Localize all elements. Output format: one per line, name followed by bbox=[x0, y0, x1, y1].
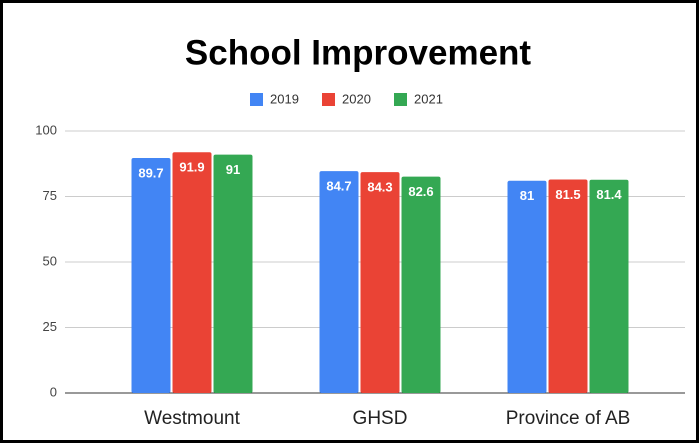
y-tick-label: 50 bbox=[43, 253, 57, 268]
bar bbox=[401, 176, 441, 393]
legend-swatch bbox=[322, 93, 335, 106]
value-label: 91.9 bbox=[179, 160, 204, 175]
bar bbox=[507, 180, 547, 393]
value-label: 89.7 bbox=[138, 165, 163, 180]
x-tick-label: GHSD bbox=[353, 408, 408, 429]
bar bbox=[360, 172, 400, 393]
legend-label: 2020 bbox=[342, 91, 371, 106]
bar bbox=[548, 179, 588, 393]
value-label: 91 bbox=[226, 162, 240, 177]
bar bbox=[131, 157, 171, 393]
y-tick-label: 25 bbox=[43, 319, 57, 334]
value-label: 82.6 bbox=[408, 184, 433, 199]
chart-title: School Improvement bbox=[185, 33, 532, 72]
legend-swatch bbox=[394, 93, 407, 106]
bar bbox=[172, 152, 212, 393]
value-label: 84.3 bbox=[367, 180, 392, 195]
y-tick-label: 100 bbox=[35, 122, 57, 137]
value-label: 81.5 bbox=[555, 187, 580, 202]
x-tick-label: Province of AB bbox=[506, 408, 631, 429]
value-label: 84.7 bbox=[326, 179, 351, 194]
bar bbox=[319, 171, 359, 393]
legend-label: 2021 bbox=[414, 91, 443, 106]
y-tick-label: 75 bbox=[43, 188, 57, 203]
bar bbox=[213, 154, 253, 393]
legend-label: 2019 bbox=[270, 91, 299, 106]
x-tick-label: Westmount bbox=[144, 408, 240, 429]
value-label: 81.4 bbox=[596, 187, 622, 202]
bar bbox=[589, 179, 629, 393]
value-label: 81 bbox=[520, 188, 534, 203]
y-tick-label: 0 bbox=[50, 384, 57, 399]
legend-swatch bbox=[250, 93, 263, 106]
